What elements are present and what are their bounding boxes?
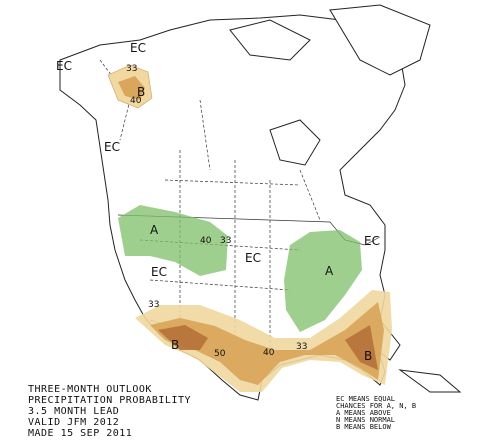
map-label: 33 [296,342,307,352]
map-label: 40 [263,348,275,358]
map-label: 33 [148,300,159,310]
title-line: 3.5 MONTH LEAD [28,406,119,417]
map-label: EC [151,265,167,279]
map-label: 33 [220,236,231,246]
map-label: 40 [130,96,142,106]
map-label: EC [104,140,120,154]
map-label: B [364,349,372,363]
legend-line: EC MEANS EQUAL [336,395,395,403]
legend: EC MEANS EQUAL CHANCES FOR A, N, B A MEA… [336,395,416,431]
map-label: EC [130,41,146,55]
below-area-south-50 [158,325,378,370]
map-label: 50 [214,349,226,359]
legend-line: A MEANS ABOVE [336,409,391,417]
title-block: THREE-MONTH OUTLOOK PRECIPITATION PROBAB… [28,384,191,439]
title-line: PRECIPITATION PROBABILITY [28,395,191,406]
below-area-40 [118,76,145,100]
map-label: 33 [126,64,137,74]
legend-line: N MEANS NORMAL [336,416,395,424]
map-label: B [137,85,145,99]
above-area-east [284,230,362,332]
map-label: EC [364,234,380,248]
map-label: EC [56,59,72,73]
above-area-west [118,205,228,276]
legend-line: B MEANS BELOW [336,423,392,431]
map-label: 40 [200,236,212,246]
map-label: EC [245,251,261,265]
map-labels: EC EC 33 B 40 EC A 40 33 EC EC EC A 33 B… [56,41,380,363]
title-line: MADE 15 SEP 2011 [28,428,132,439]
title-line: THREE-MONTH OUTLOOK [28,384,152,395]
below-area-south-33 [135,290,392,392]
title-line: VALID JFM 2012 [28,417,119,428]
legend-line: CHANCES FOR A, N, B [336,402,416,410]
map-label: A [325,264,334,278]
map-label: A [150,223,159,237]
probability-areas [107,64,392,392]
map-label: B [171,338,179,352]
